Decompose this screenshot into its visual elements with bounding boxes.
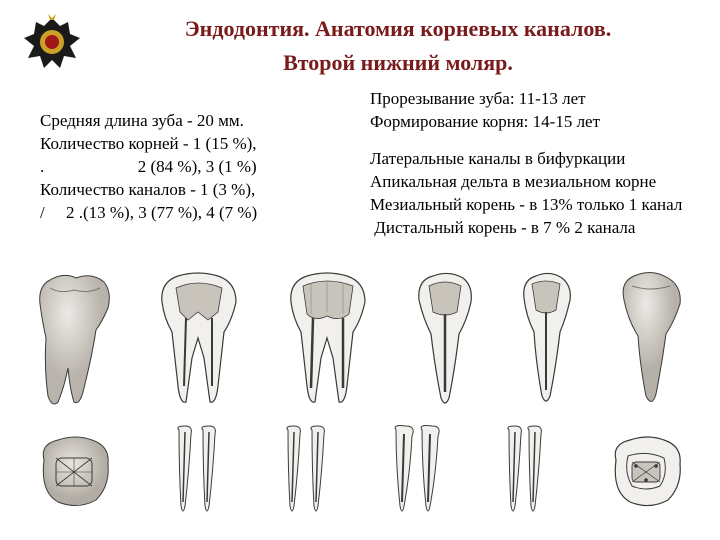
crest-emblem — [20, 12, 84, 76]
root-pair-2 — [276, 422, 336, 518]
root-formation: Формирование корня: 14-15 лет — [370, 111, 690, 134]
note-apical: Апикальная дельта в мезиальном корне — [370, 171, 690, 194]
tooth-occlusal-shaded — [30, 430, 118, 518]
eruption: Прорезывание зуба: 11-13 лет — [370, 88, 690, 111]
stat-roots-2: . 2 (84 %), 3 (1 %) — [40, 156, 350, 179]
tooth-buccal-shaded — [30, 268, 118, 408]
root-pair-4 — [499, 422, 553, 518]
title-main: Эндодонтия. Анатомия корневых каналов. — [96, 16, 700, 42]
tooth-mesial-shaded — [612, 268, 690, 408]
tooth-diagrams — [0, 240, 720, 518]
root-pair-3 — [386, 422, 450, 518]
tooth-section-2canal — [152, 268, 246, 408]
tooth-occlusal-outline — [602, 430, 690, 518]
stat-roots-1: Количество корней - 1 (15 %), — [40, 133, 350, 156]
stat-canals-1: Количество каналов - 1 (3 %), — [40, 179, 350, 202]
title-sub: Второй нижний моляр. — [96, 50, 700, 76]
note-distal: Дистальный корень - в 7 % 2 канала — [370, 217, 690, 240]
tooth-section-wide — [281, 268, 375, 408]
root-pair-1 — [167, 422, 227, 518]
tooth-section-narrow — [514, 268, 578, 408]
tooth-section-single — [409, 268, 479, 408]
right-column: Прорезывание зуба: 11-13 лет Формировани… — [370, 88, 690, 240]
note-lateral: Латеральные каналы в бифуркации — [370, 148, 690, 171]
stat-canals-2: / 2 .(13 %), 3 (77 %), 4 (7 %) — [40, 202, 350, 225]
left-column: Средняя длина зуба - 20 мм. Количество к… — [40, 88, 350, 240]
note-mesial: Мезиальный корень - в 13% только 1 канал — [370, 194, 690, 217]
stat-length: Средняя длина зуба - 20 мм. — [40, 110, 350, 133]
